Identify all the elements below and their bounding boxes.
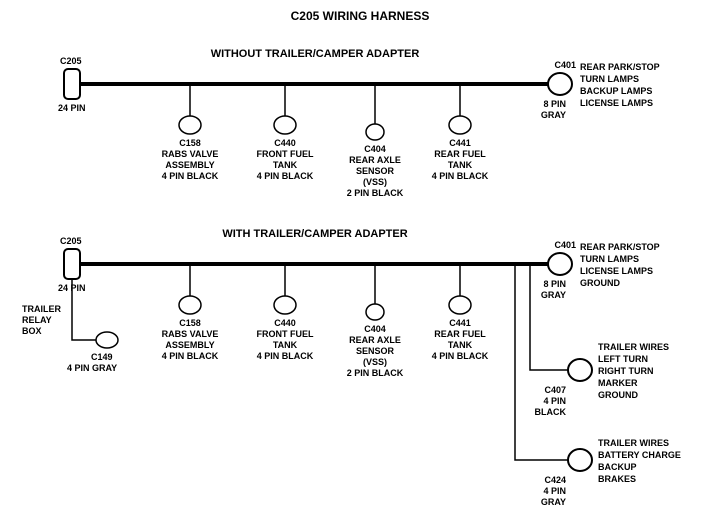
c401-label-a-1: TURN LAMPS (580, 74, 639, 84)
drop-label-a-2-3: (VSS) (363, 177, 387, 187)
drop-label-b-2-2: SENSOR (356, 346, 395, 356)
c424-label-1: BATTERY CHARGE (598, 450, 681, 460)
connector-c407 (568, 359, 592, 381)
drop-label-a-0-1: RABS VALVE (162, 149, 219, 159)
c401-label-a-2: BACKUP LAMPS (580, 86, 652, 96)
drop-label-a-0-3: 4 PIN BLACK (162, 171, 219, 181)
c401-gray-a: GRAY (541, 110, 566, 120)
connector-c401-a (548, 73, 572, 95)
c407-label-0: TRAILER WIRES (598, 342, 669, 352)
connector-c205-a (64, 69, 80, 99)
drop-label-b-1-3: 4 PIN BLACK (257, 351, 314, 361)
c401-id-b: C401 (554, 240, 576, 250)
drop-label-a-1-3: 4 PIN BLACK (257, 171, 314, 181)
wiring-diagram: C205 WIRING HARNESS WITHOUT TRAILER/CAMPE… (0, 0, 720, 517)
trailer-box-1: RELAY (22, 315, 52, 325)
c149-pin: 4 PIN GRAY (67, 363, 117, 373)
c424-label-2: BACKUP (598, 462, 637, 472)
drop-label-b-2-4: 2 PIN BLACK (347, 368, 404, 378)
drop-label-a-2-0: C404 (364, 144, 386, 154)
c424-pin-1: GRAY (541, 497, 566, 507)
drop-label-b-2-3: (VSS) (363, 357, 387, 367)
c407-label-1: LEFT TURN (598, 354, 648, 364)
c424-label-3: BRAKES (598, 474, 636, 484)
connector-c205-b (64, 249, 80, 279)
drop-label-a-3-0: C441 (449, 138, 471, 148)
trailer-box-2: BOX (22, 326, 42, 336)
drop-label-b-2-0: C404 (364, 324, 386, 334)
subtitle-without: WITHOUT TRAILER/CAMPER ADAPTER (211, 48, 420, 60)
c424-id: C424 (544, 475, 566, 485)
drop-connector-b-3 (449, 296, 471, 314)
c407-label-2: RIGHT TURN (598, 366, 654, 376)
main-title: C205 WIRING HARNESS (291, 9, 430, 23)
drop-label-b-3-1: REAR FUEL (434, 329, 486, 339)
c401-id-a: C401 (554, 60, 576, 70)
drop-label-a-3-2: TANK (448, 160, 473, 170)
drop-label-a-2-2: SENSOR (356, 166, 395, 176)
drop-label-a-1-2: TANK (273, 160, 298, 170)
c401-label-b-3: GROUND (580, 278, 620, 288)
c205-pin-a: 24 PIN (58, 103, 86, 113)
c401-gray-b: GRAY (541, 290, 566, 300)
drop-connector-a-0 (179, 116, 201, 134)
drop-label-b-3-0: C441 (449, 318, 471, 328)
drop-connector-a-3 (449, 116, 471, 134)
connector-c401-b (548, 253, 572, 275)
drop-label-b-1-0: C440 (274, 318, 296, 328)
connector-c424 (568, 449, 592, 471)
drop-label-b-0-0: C158 (179, 318, 201, 328)
drop-label-b-2-1: REAR AXLE (349, 335, 401, 345)
c205-id-b: C205 (60, 236, 82, 246)
c401-pin-a: 8 PIN (543, 99, 566, 109)
c424-label-0: TRAILER WIRES (598, 438, 669, 448)
c401-label-b-2: LICENSE LAMPS (580, 266, 653, 276)
c401-label-b-1: TURN LAMPS (580, 254, 639, 264)
drop-connector-a-2 (366, 124, 384, 140)
drop-label-a-1-0: C440 (274, 138, 296, 148)
c401-pin-b: 8 PIN (543, 279, 566, 289)
drop-label-b-1-2: TANK (273, 340, 298, 350)
drop-connector-b-1 (274, 296, 296, 314)
drop-label-b-0-3: 4 PIN BLACK (162, 351, 219, 361)
drop-connector-a-1 (274, 116, 296, 134)
c401-label-a-3: LICENSE LAMPS (580, 98, 653, 108)
c205-id-a: C205 (60, 56, 82, 66)
drop-label-a-0-0: C158 (179, 138, 201, 148)
drop-label-a-3-3: 4 PIN BLACK (432, 171, 489, 181)
subtitle-with: WITH TRAILER/CAMPER ADAPTER (222, 228, 407, 240)
trailer-box-0: TRAILER (22, 304, 61, 314)
c407-pin-0: 4 PIN (543, 396, 566, 406)
drop-label-b-0-1: RABS VALVE (162, 329, 219, 339)
c424-pin-0: 4 PIN (543, 486, 566, 496)
drop-label-a-0-2: ASSEMBLY (165, 160, 214, 170)
c401-label-b-0: REAR PARK/STOP (580, 242, 660, 252)
drop-label-b-0-2: ASSEMBLY (165, 340, 214, 350)
c407-label-3: MARKER (598, 378, 638, 388)
c407-id: C407 (544, 385, 566, 395)
drop-label-b-1-1: FRONT FUEL (257, 329, 314, 339)
drop-label-a-2-1: REAR AXLE (349, 155, 401, 165)
c407-label-4: GROUND (598, 390, 638, 400)
drop-label-b-3-3: 4 PIN BLACK (432, 351, 489, 361)
drop-connector-b-0 (179, 296, 201, 314)
drop-label-b-3-2: TANK (448, 340, 473, 350)
connector-c149 (96, 332, 118, 348)
c401-label-a-0: REAR PARK/STOP (580, 62, 660, 72)
c407-pin-1: BLACK (535, 407, 567, 417)
drop-label-a-1-1: FRONT FUEL (257, 149, 314, 159)
drop-label-a-2-4: 2 PIN BLACK (347, 188, 404, 198)
drop-connector-b-2 (366, 304, 384, 320)
c149-id: C149 (91, 352, 113, 362)
drop-label-a-3-1: REAR FUEL (434, 149, 486, 159)
